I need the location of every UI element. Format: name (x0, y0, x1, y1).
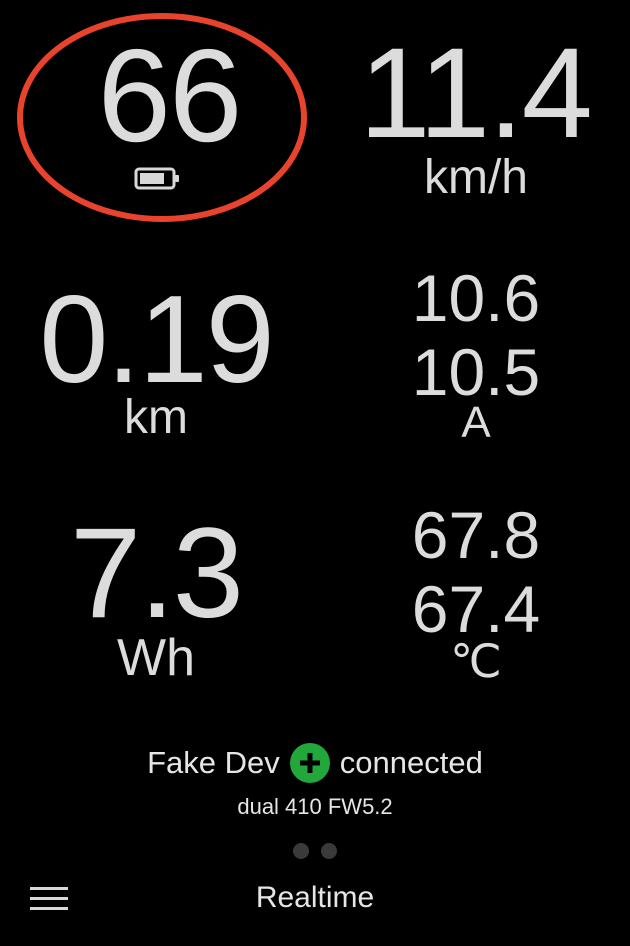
screen-title: Realtime (255, 881, 375, 914)
speed-unit: km/h (423, 151, 528, 204)
temperature-unit: ℃ (450, 635, 502, 687)
connection-status-text: connected (339, 745, 483, 780)
battery-highlight-ring (17, 13, 307, 222)
current-value-1: 10.6 (411, 261, 541, 335)
page-dot-1[interactable] (293, 843, 309, 859)
speed-value: 11.4 (359, 22, 593, 165)
device-name: Fake Dev (147, 745, 280, 780)
battery-tile[interactable]: 66 (14, 10, 310, 225)
device-firmware-info: dual 410 FW5.2 (237, 794, 393, 819)
temperature-value-1: 67.8 (411, 498, 541, 572)
plus-circle-icon[interactable] (289, 743, 330, 783)
current-unit: A (461, 398, 491, 447)
energy-value: 7.3 (70, 502, 244, 645)
connection-status-row[interactable]: Fake Dev connected (0, 742, 630, 784)
distance-unit: km (124, 391, 188, 444)
temperature-value-2: 67.4 (411, 572, 541, 646)
hamburger-menu-icon[interactable] (30, 884, 70, 914)
energy-unit: Wh (117, 629, 195, 687)
battery-percent-value: 66 (97, 22, 243, 169)
page-indicator (0, 843, 630, 861)
current-value-2: 10.5 (411, 335, 541, 409)
battery-icon (134, 167, 179, 190)
distance-value: 0.19 (39, 271, 274, 409)
page-dot-2[interactable] (321, 843, 337, 859)
